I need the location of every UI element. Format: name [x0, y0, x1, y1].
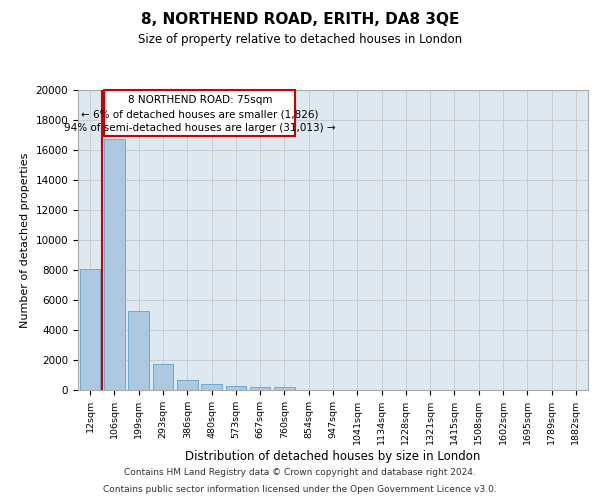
- Text: Contains public sector information licensed under the Open Government Licence v3: Contains public sector information licen…: [103, 486, 497, 494]
- Bar: [201, 384, 222, 390]
- Bar: [104, 140, 125, 390]
- Text: 8 NORTHEND ROAD: 75sqm: 8 NORTHEND ROAD: 75sqm: [128, 95, 272, 105]
- Text: 94% of semi-detached houses are larger (31,013) →: 94% of semi-detached houses are larger (…: [64, 123, 335, 133]
- Text: 8, NORTHEND ROAD, ERITH, DA8 3QE: 8, NORTHEND ROAD, ERITH, DA8 3QE: [141, 12, 459, 28]
- Bar: [274, 387, 295, 390]
- X-axis label: Distribution of detached houses by size in London: Distribution of detached houses by size …: [185, 450, 481, 462]
- Text: ← 6% of detached houses are smaller (1,826): ← 6% of detached houses are smaller (1,8…: [81, 109, 319, 119]
- Text: Size of property relative to detached houses in London: Size of property relative to detached ho…: [138, 32, 462, 46]
- Bar: [80, 268, 100, 390]
- Y-axis label: Number of detached properties: Number of detached properties: [20, 152, 30, 328]
- Bar: [177, 380, 197, 390]
- Bar: [250, 386, 271, 390]
- Bar: [128, 310, 149, 390]
- Text: Contains HM Land Registry data © Crown copyright and database right 2024.: Contains HM Land Registry data © Crown c…: [124, 468, 476, 477]
- Bar: [152, 364, 173, 390]
- FancyBboxPatch shape: [104, 90, 295, 136]
- Bar: [226, 386, 246, 390]
